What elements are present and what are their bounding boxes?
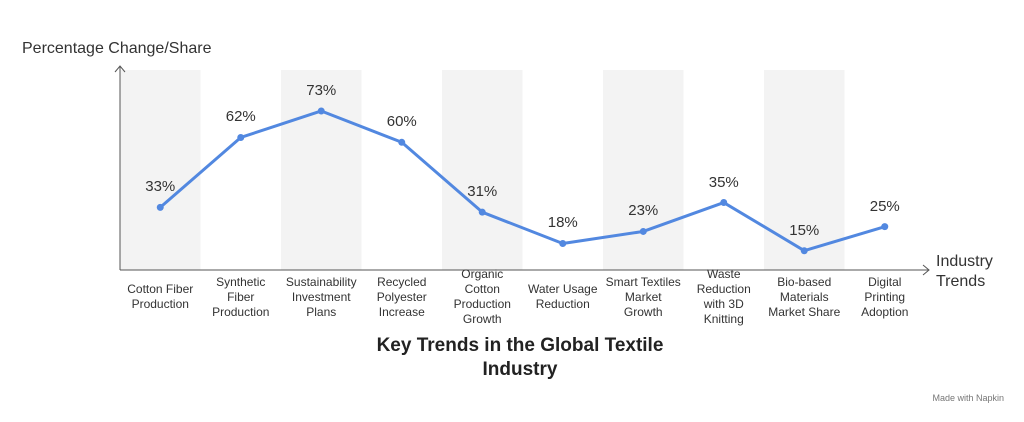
point: [800, 247, 808, 255]
x-tick-label: Synthetic Fiber Production: [212, 274, 270, 319]
point: [317, 107, 325, 115]
footer: Made with Napkin: [932, 393, 1004, 403]
y-axis-arrow: [114, 65, 126, 73]
data-label: 33%: [145, 178, 176, 196]
x-tick-label: Water Usage Reduction: [527, 282, 598, 311]
point: [559, 239, 567, 247]
x-tick-label: Sustainability Investment Plans: [285, 274, 357, 319]
line: [159, 109, 886, 253]
point: [478, 208, 486, 216]
band: [603, 70, 684, 270]
x-tick-label: Organic Cotton Production Growth: [453, 267, 511, 326]
band: [120, 70, 201, 270]
data-label: 25%: [869, 197, 900, 215]
data-label: 62%: [225, 108, 256, 126]
data-label: 35%: [708, 173, 739, 191]
data-label: 23%: [628, 202, 659, 220]
band: [764, 70, 845, 270]
y-axis-label: Percentage Change/Share: [22, 40, 212, 57]
point: [156, 203, 164, 211]
data-label: 31%: [467, 183, 498, 201]
band: [281, 70, 362, 270]
chart-title: Key Trends in the Global Textile Industr…: [376, 335, 664, 380]
data-label: 73%: [306, 81, 337, 99]
point: [398, 138, 406, 146]
data-label: 15%: [789, 221, 820, 239]
x-tick-label: Digital Printing Adoption: [861, 274, 909, 319]
x-tick-label: Bio-based Materials Market Share: [768, 274, 841, 319]
x-tick-label: Recycled Polyester Increase: [376, 274, 427, 319]
point: [237, 133, 245, 141]
x-axis-label: Industry Trends: [936, 253, 993, 290]
point: [639, 227, 647, 235]
x-tick-label: Waste Reduction with 3D Knitting: [696, 267, 751, 326]
x-tick-label: Cotton Fiber Production: [127, 282, 194, 311]
data-label: 60%: [386, 113, 417, 131]
x-axis-arrow: [922, 264, 930, 276]
point: [720, 199, 728, 207]
point: [881, 223, 889, 231]
x-tick-label: Smart Textiles Market Growth: [605, 274, 681, 319]
data-label: 18%: [547, 214, 578, 232]
band: [442, 70, 523, 270]
